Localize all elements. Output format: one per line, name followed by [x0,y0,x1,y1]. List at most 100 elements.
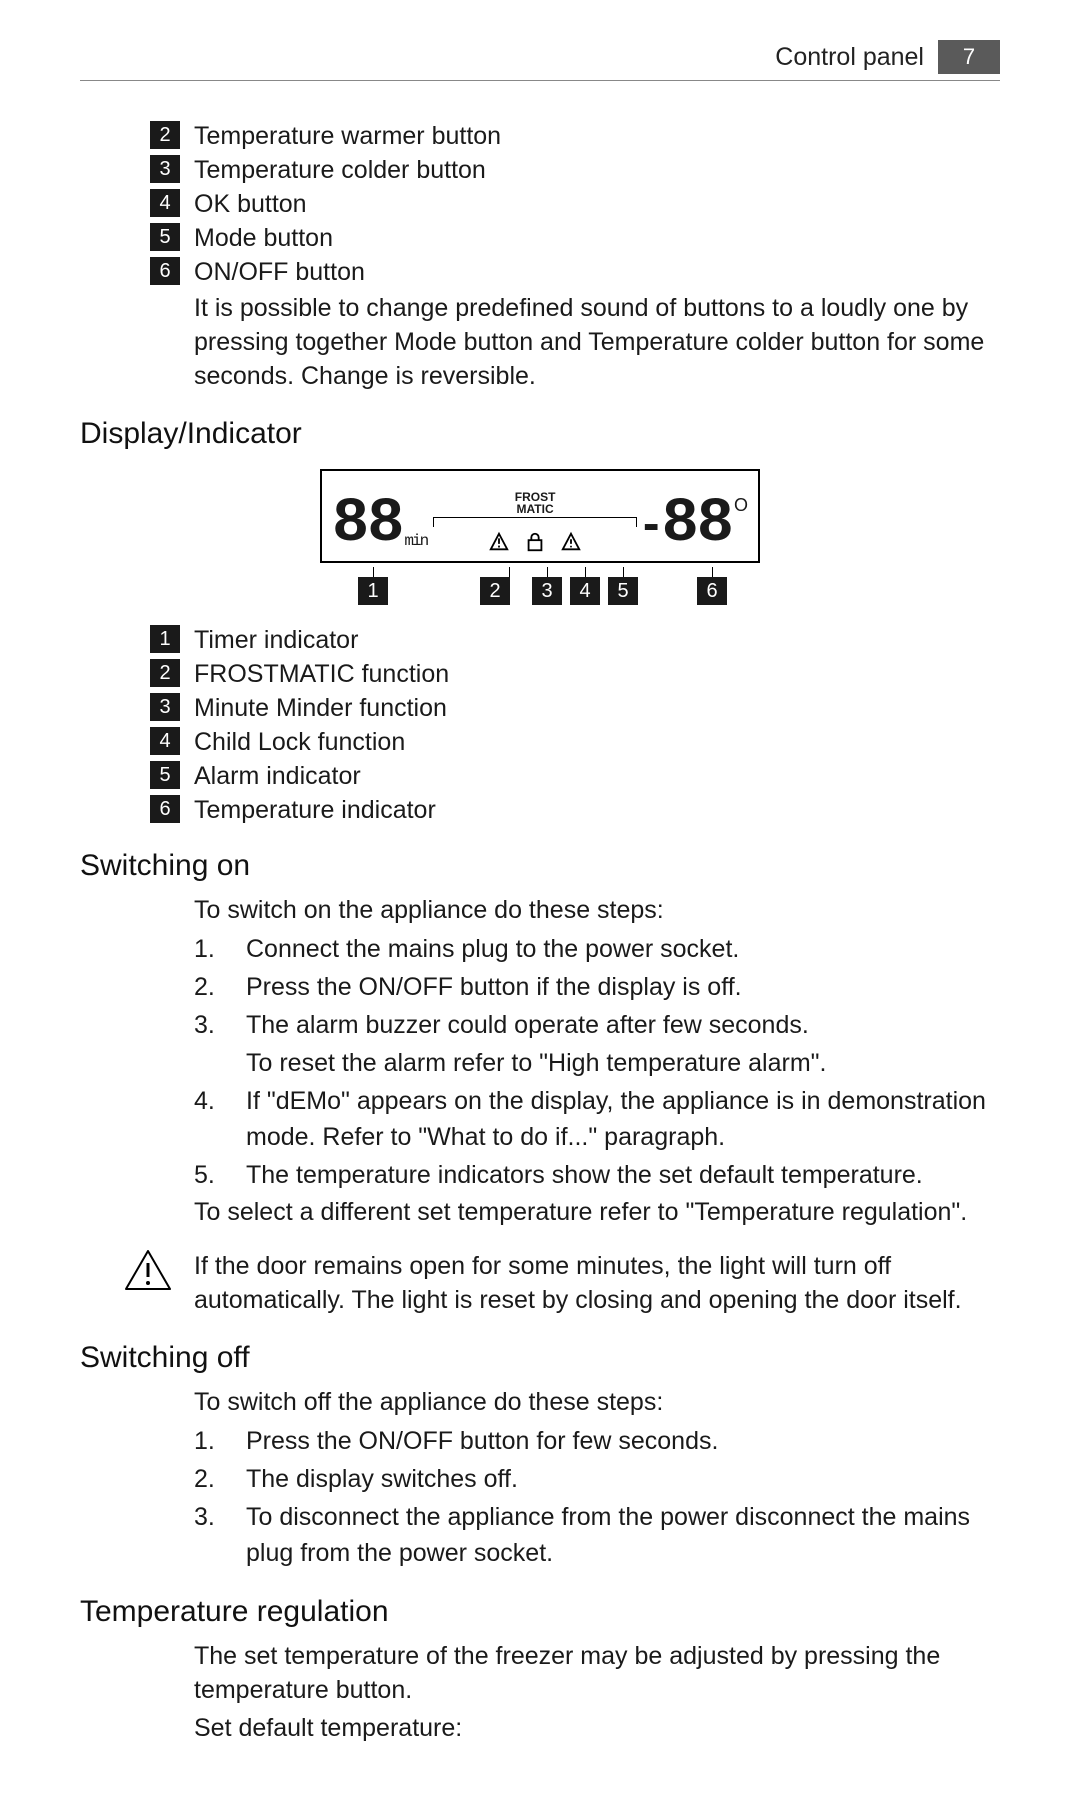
step-text: The alarm buzzer could operate after few… [246,1007,1000,1043]
callout-4: 4 [570,577,600,605]
list-item: 6 Temperature indicator [150,795,1000,825]
item-number: 3 [150,155,180,183]
warning-icon [124,1249,174,1298]
step-sub: To reset the alarm refer to "High temper… [194,1045,1000,1081]
step-number: 4. [194,1083,222,1155]
item-number: 1 [150,625,180,653]
list-item: 6 ON/OFF button [150,257,1000,287]
temp-regulation-text2: Set default temperature: [194,1711,1000,1745]
step-text: The display switches off. [246,1461,1000,1497]
page: Control panel 7 2 Temperature warmer but… [0,0,1080,1809]
step-number: 3. [194,1007,222,1043]
list-item: 5 Alarm indicator [150,761,1000,791]
item-number: 2 [150,121,180,149]
step-subtext: To reset the alarm refer to "High temper… [246,1045,1000,1081]
minute-minder-icon [486,529,512,555]
step-text: Press the ON/OFF button if the display i… [246,969,1000,1005]
step-number: 5. [194,1157,222,1193]
step-item: 2. Press the ON/OFF button if the displa… [194,969,1000,1005]
item-number: 2 [150,659,180,687]
item-label: Timer indicator [194,625,358,655]
alarm-icon [558,529,584,555]
timer-value: 88 [332,493,402,555]
frostmatic-label-bottom: MATIC [517,503,554,515]
switching-off-heading: Switching off [80,1341,1000,1375]
step-number: 2. [194,1461,222,1497]
step-text: If "dEMo" appears on the display, the ap… [246,1083,1000,1155]
timer-unit: min [404,533,427,549]
item-label: OK button [194,189,307,219]
item-label: Temperature indicator [194,795,436,825]
header-section-title: Control panel [775,43,924,72]
step-text: To disconnect the appliance from the pow… [246,1499,1000,1571]
temperature-regulation-heading: Temperature regulation [80,1595,1000,1629]
display-figure: 88 min FROST MATIC [80,469,1000,605]
center-icon-group: FROST MATIC [433,491,637,555]
sound-change-note: It is possible to change predefined soun… [194,291,1000,393]
list-item: 5 Mode button [150,223,1000,253]
switching-on-closing: To select a different set temperature re… [194,1195,1000,1229]
step-number: 1. [194,931,222,967]
callout-6: 6 [697,577,727,605]
step-item: 3. To disconnect the appliance from the … [194,1499,1000,1571]
switching-on-steps: 1. Connect the mains plug to the power s… [194,931,1000,1193]
temp-value: 88 [662,493,732,555]
temp-regulation-text1: The set temperature of the freezer may b… [194,1639,1000,1707]
warning-text: If the door remains open for some minute… [194,1249,1000,1317]
switching-off-steps: 1. Press the ON/OFF button for few secon… [194,1423,1000,1571]
switching-off-intro: To switch off the appliance do these ste… [194,1385,1000,1419]
step-text: Connect the mains plug to the power sock… [246,931,1000,967]
item-label: Temperature colder button [194,155,486,185]
list-item: 2 FROSTMATIC function [150,659,1000,689]
step-number: 3. [194,1499,222,1571]
item-label: Child Lock function [194,727,405,757]
list-item: 4 OK button [150,189,1000,219]
item-number: 5 [150,223,180,251]
step-number: 1. [194,1423,222,1459]
temp-degree: O [734,495,748,516]
item-number: 3 [150,693,180,721]
page-number: 7 [938,40,1000,74]
bracket-line [433,517,637,527]
timer-digits: 88 min [332,493,427,555]
item-label: Mode button [194,223,333,253]
callout-3: 3 [532,577,562,605]
step-item: 4. If "dEMo" appears on the display, the… [194,1083,1000,1155]
temperature-digits: - 88 O [643,493,748,555]
step-text: The temperature indicators show the set … [246,1157,1000,1193]
item-label: FROSTMATIC function [194,659,449,689]
temp-minus: - [643,493,660,553]
list-item: 3 Minute Minder function [150,693,1000,723]
display-indicator-list: 1 Timer indicator 2 FROSTMATIC function … [150,625,1000,825]
child-lock-icon [522,529,548,555]
item-label: ON/OFF button [194,257,365,287]
item-number: 6 [150,257,180,285]
list-item: 1 Timer indicator [150,625,1000,655]
item-number: 6 [150,795,180,823]
display-frame: 88 min FROST MATIC [320,469,760,563]
callout-1: 1 [358,577,388,605]
step-item: 3. The alarm buzzer could operate after … [194,1007,1000,1043]
step-item: 1. Press the ON/OFF button for few secon… [194,1423,1000,1459]
step-item: 5. The temperature indicators show the s… [194,1157,1000,1193]
callout-5: 5 [608,577,638,605]
item-label: Minute Minder function [194,693,447,723]
page-header: Control panel 7 [80,40,1000,81]
item-number: 4 [150,727,180,755]
item-number: 4 [150,189,180,217]
list-item: 4 Child Lock function [150,727,1000,757]
callout-2: 2 [480,577,510,605]
switching-on-intro: To switch on the appliance do these step… [194,893,1000,927]
step-item: 2. The display switches off. [194,1461,1000,1497]
list-item: 2 Temperature warmer button [150,121,1000,151]
door-warning-note: If the door remains open for some minute… [80,1249,1000,1317]
step-item: 1. Connect the mains plug to the power s… [194,931,1000,967]
item-label: Alarm indicator [194,761,361,791]
step-text: Press the ON/OFF button for few seconds. [246,1423,1000,1459]
display-indicator-heading: Display/Indicator [80,417,1000,451]
control-panel-list: 2 Temperature warmer button 3 Temperatur… [150,121,1000,287]
list-item: 3 Temperature colder button [150,155,1000,185]
switching-on-heading: Switching on [80,849,1000,883]
item-number: 5 [150,761,180,789]
item-label: Temperature warmer button [194,121,501,151]
